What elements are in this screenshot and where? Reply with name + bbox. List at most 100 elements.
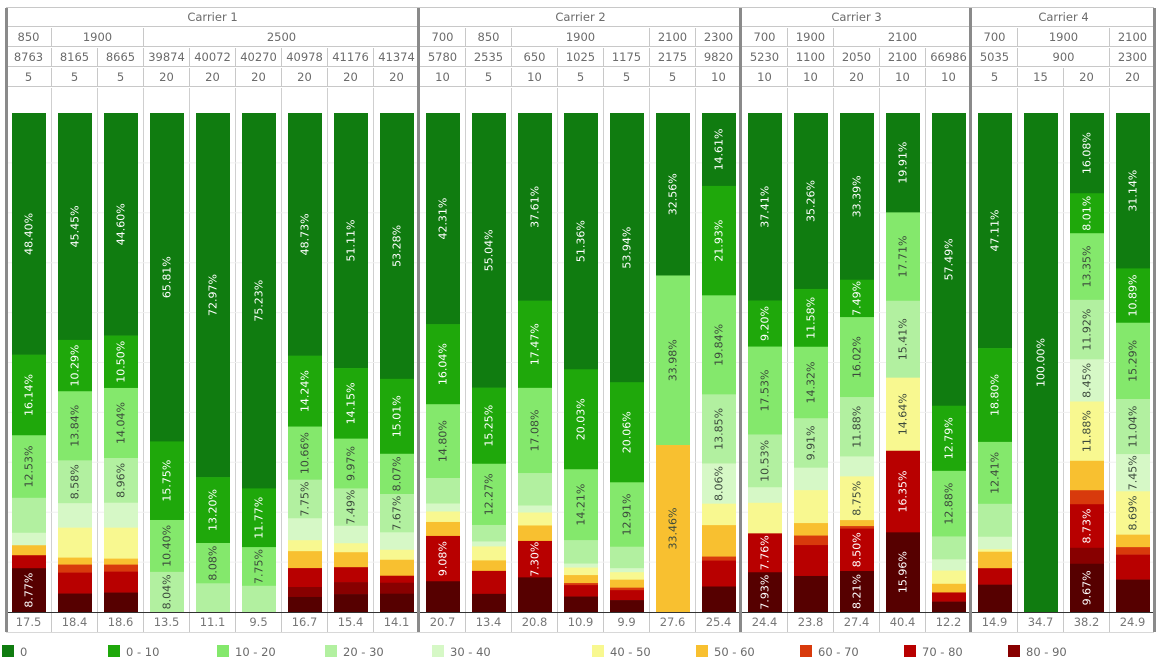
bar-segment — [932, 570, 966, 585]
legend-item[interactable]: 30 - 40 — [432, 644, 491, 660]
bar-segment — [748, 434, 782, 488]
legend-label: 70 - 80 — [922, 645, 963, 659]
bar-segment — [334, 543, 368, 553]
segment-data-label: 7.49% — [851, 281, 864, 316]
segment-data-label: 17.53% — [759, 370, 772, 412]
legend-item[interactable]: 0 - 10 — [108, 644, 159, 660]
channel-header: 1100 — [788, 48, 834, 67]
bar-segment — [380, 113, 414, 380]
segment-data-label: 9.08% — [437, 541, 450, 576]
bar-segment — [472, 546, 506, 561]
bar-segment — [1116, 113, 1150, 269]
channel-header: 5780 — [420, 48, 466, 67]
legend-item[interactable]: 40 - 50 — [592, 644, 651, 660]
bandwidth-header: 15 — [1018, 68, 1064, 87]
bar-segment — [380, 494, 414, 533]
bar-segment — [610, 568, 644, 573]
bar-column: 75.23% 11.77% 7.75% — [242, 113, 276, 613]
segment-data-label: 21.93% — [713, 220, 726, 262]
segment-data-label: 12.88% — [943, 483, 956, 525]
bar-segment — [1116, 399, 1150, 455]
segment-data-label: 14.61% — [713, 128, 726, 170]
bar-column: 47.11% 18.80% 12.41% — [978, 113, 1012, 613]
segment-data-label: 48.73% — [299, 213, 312, 255]
bar-segment — [886, 532, 920, 613]
bar-segment — [564, 540, 598, 564]
channel-header: 650 — [512, 48, 558, 67]
band-header: 1900 — [52, 28, 144, 47]
legend-item[interactable]: 20 - 30 — [325, 644, 384, 660]
bottom-value: 25.4 — [696, 613, 742, 632]
bar-segment — [564, 575, 598, 584]
channel-header: 8665 — [98, 48, 144, 67]
bottom-value: 9.9 — [604, 613, 650, 632]
bar-segment — [518, 540, 552, 578]
bar-segment — [288, 426, 322, 480]
legend-item[interactable]: 0 — [2, 644, 27, 660]
legend-item[interactable]: 50 - 60 — [696, 644, 755, 660]
channel-header: 40270 — [236, 48, 282, 67]
segment-data-label: 57.49% — [943, 238, 956, 280]
bandwidth-header: 5 — [52, 68, 98, 87]
bar-segment — [288, 113, 322, 356]
bar-segment — [1116, 454, 1150, 492]
segment-data-label: 51.11% — [345, 220, 358, 262]
bar-segment — [886, 450, 920, 533]
bandwidth-header: 20 — [282, 68, 328, 87]
bar-segment — [702, 463, 736, 504]
carrier-divider — [1153, 8, 1156, 632]
bandwidth-header: 10 — [420, 68, 466, 87]
bar-segment — [426, 404, 460, 479]
bar-segment — [472, 541, 506, 547]
segment-data-label: 17.47% — [529, 323, 542, 365]
segment-data-label: 51.36% — [575, 220, 588, 262]
bandwidth-header: 10 — [512, 68, 558, 87]
bar-segment — [196, 542, 230, 584]
bar-segment — [1024, 113, 1058, 613]
legend-item[interactable]: 80 - 90 — [1008, 644, 1067, 660]
bar-column: 35.26% 11.58% 14.32% 9.91% — [794, 113, 828, 613]
bar-column: 48.73% 14.24% 10.66% 7.75% — [288, 113, 322, 613]
legend-swatch — [325, 645, 337, 657]
bar-column: 16.08% 8.01% 13.35% 11.92% 8.45% 11.88% 8.73% 9… — [1070, 113, 1104, 613]
legend-swatch — [217, 645, 229, 657]
segment-data-label: 10.29% — [69, 345, 82, 387]
bottom-value: 11.1 — [190, 613, 236, 632]
bottom-value: 10.9 — [558, 613, 604, 632]
legend-item[interactable]: 60 - 70 — [800, 644, 859, 660]
channel-header: 2050 — [834, 48, 880, 67]
legend-label: 0 - 10 — [126, 645, 160, 659]
bar-segment — [564, 567, 598, 576]
segment-data-label: 8.69% — [1127, 495, 1140, 530]
segment-data-label: 13.85% — [713, 408, 726, 450]
legend-swatch — [2, 645, 14, 657]
legend-item[interactable]: 70 - 80 — [904, 644, 963, 660]
bar-column: 48.40% 16.14% 12.53% 8.77% — [12, 113, 46, 613]
bar-segment — [794, 490, 828, 524]
legend-swatch — [696, 645, 708, 657]
bar-segment — [794, 545, 828, 577]
legend-swatch — [108, 645, 120, 657]
bar-segment — [1070, 359, 1104, 402]
legend-swatch — [904, 645, 916, 657]
bar-segment — [104, 527, 138, 559]
bar-segment — [104, 502, 138, 528]
bar-segment — [748, 487, 782, 504]
carrier-divider — [5, 8, 8, 632]
bar-segment — [104, 113, 138, 336]
segment-data-label: 14.80% — [437, 420, 450, 462]
bar-segment — [472, 560, 506, 572]
bar-segment — [702, 586, 736, 613]
bar-segment — [656, 445, 690, 613]
legend-label: 30 - 40 — [450, 645, 491, 659]
segment-data-label: 37.61% — [529, 186, 542, 228]
bar-segment — [334, 113, 368, 369]
segment-data-label: 12.27% — [483, 473, 496, 515]
bar-segment — [334, 594, 368, 613]
bandwidth-header: 5 — [650, 68, 696, 87]
segment-data-label: 18.80% — [989, 374, 1002, 416]
bar-column: 37.61% 17.47% 17.08% 7.30% — [518, 113, 552, 613]
legend-item[interactable]: 10 - 20 — [217, 644, 276, 660]
bar-segment — [564, 585, 598, 597]
channel-header: 5230 — [742, 48, 788, 67]
